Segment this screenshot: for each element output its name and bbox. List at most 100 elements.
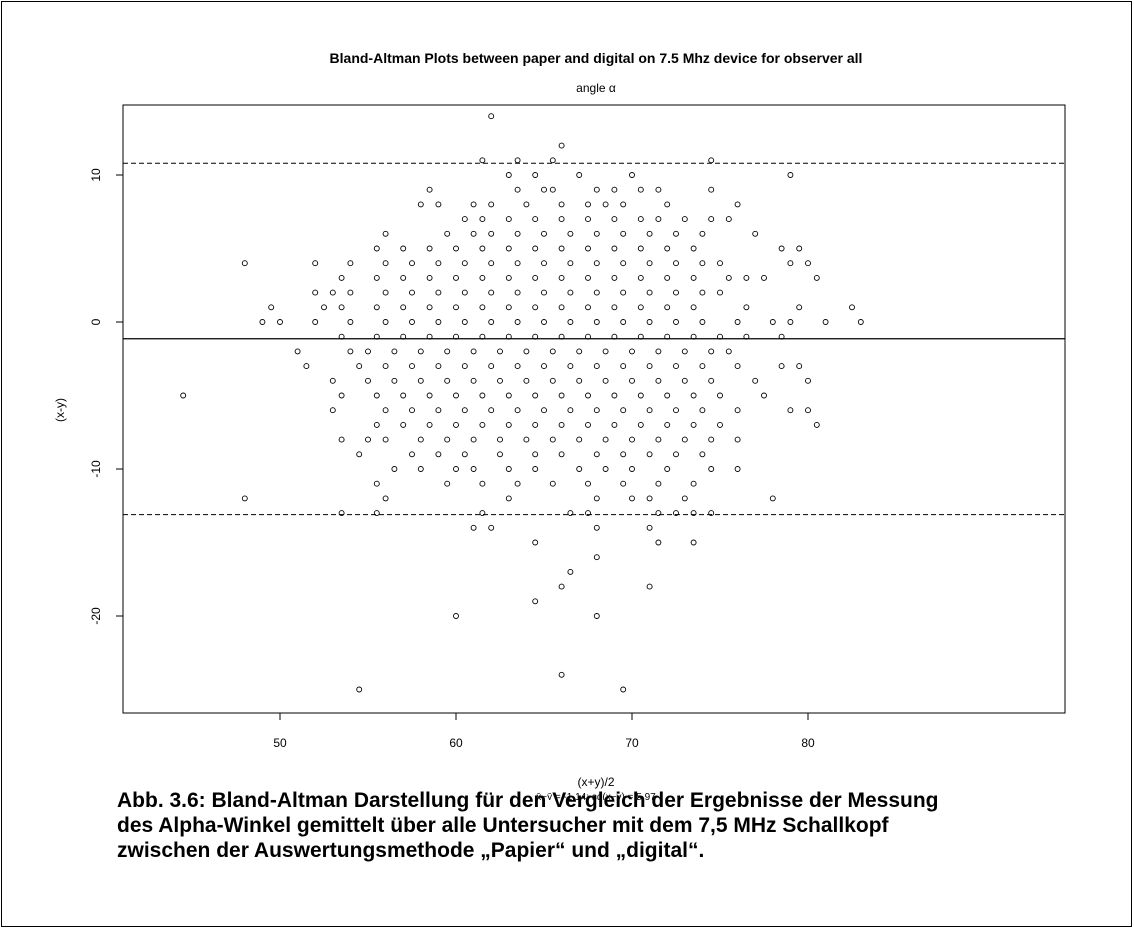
data-point (382, 289, 389, 296)
data-point (673, 319, 679, 325)
data-point (593, 554, 600, 561)
data-point (646, 260, 653, 267)
data-point (409, 451, 415, 458)
data-point (699, 260, 706, 267)
data-point (796, 245, 803, 252)
data-point (435, 201, 442, 208)
data-point (655, 216, 662, 223)
data-point (470, 466, 477, 472)
data-point (444, 348, 451, 355)
data-point (541, 260, 547, 267)
data-point (488, 289, 495, 296)
data-point (681, 216, 688, 223)
data-point (426, 274, 433, 281)
data-point (743, 304, 750, 311)
data-point (470, 436, 477, 443)
data-point (453, 245, 459, 252)
data-point (717, 421, 723, 428)
data-point (409, 260, 415, 267)
data-point (541, 319, 547, 325)
data-point (673, 451, 679, 458)
data-point (259, 319, 266, 325)
data-point (382, 436, 389, 443)
data-point (532, 421, 539, 428)
data-point (769, 495, 776, 502)
data-point (620, 260, 627, 267)
data-point (541, 230, 547, 237)
data-point (567, 230, 574, 237)
data-point (602, 201, 609, 208)
data-point (655, 348, 662, 355)
data-point (664, 201, 671, 208)
data-point (505, 245, 512, 252)
data-point (761, 392, 767, 399)
data-point (488, 319, 495, 325)
data-point (497, 436, 503, 443)
data-point (426, 245, 433, 252)
data-point (558, 274, 565, 281)
data-point (391, 377, 398, 384)
data-point (629, 348, 635, 355)
data-point (373, 480, 380, 487)
data-point (629, 377, 635, 384)
data-point (655, 480, 662, 487)
data-point (338, 333, 345, 340)
data-point (479, 304, 486, 311)
data-point (787, 172, 794, 178)
data-point (505, 466, 512, 472)
data-point (593, 613, 600, 619)
data-point (567, 510, 574, 517)
data-point (646, 289, 653, 296)
data-point (681, 348, 688, 355)
data-point (620, 363, 627, 370)
data-point (338, 274, 345, 281)
data-point (373, 274, 380, 281)
data-point (629, 495, 635, 502)
data-point (743, 274, 750, 281)
data-point (673, 510, 679, 517)
data-point (497, 377, 503, 384)
data-point (329, 377, 336, 384)
data-point (593, 186, 600, 193)
data-point (497, 348, 503, 355)
data-point (857, 319, 864, 325)
data-point (514, 186, 521, 193)
x-tick-label: 50 (273, 736, 287, 750)
data-point (708, 377, 715, 384)
data-point (558, 216, 565, 223)
data-point (690, 333, 697, 340)
data-point (734, 319, 741, 325)
data-point (417, 377, 424, 384)
data-point (593, 319, 600, 325)
data-point (461, 407, 468, 414)
data-point (593, 230, 600, 237)
data-point (664, 333, 671, 340)
data-point (576, 377, 583, 384)
data-point (690, 304, 697, 311)
data-point (453, 274, 459, 281)
data-point (373, 245, 380, 252)
data-point (734, 363, 741, 370)
data-point (787, 407, 794, 414)
data-point (690, 392, 697, 399)
data-point (409, 407, 415, 414)
data-point (426, 392, 433, 399)
data-point (453, 392, 459, 399)
data-point (673, 230, 679, 237)
data-point (426, 421, 433, 428)
data-point (312, 319, 319, 325)
data-point (400, 245, 407, 252)
data-point (549, 348, 556, 355)
data-point (593, 407, 600, 414)
data-point (593, 363, 600, 370)
data-point (690, 421, 697, 428)
y-axis-label: (x-y) (53, 398, 67, 422)
data-point (347, 348, 354, 355)
data-point (558, 583, 565, 590)
data-point (576, 466, 583, 472)
data-point (637, 274, 644, 281)
data-point (664, 466, 671, 472)
data-point (532, 598, 539, 605)
data-point (338, 304, 345, 311)
data-point (479, 510, 486, 517)
